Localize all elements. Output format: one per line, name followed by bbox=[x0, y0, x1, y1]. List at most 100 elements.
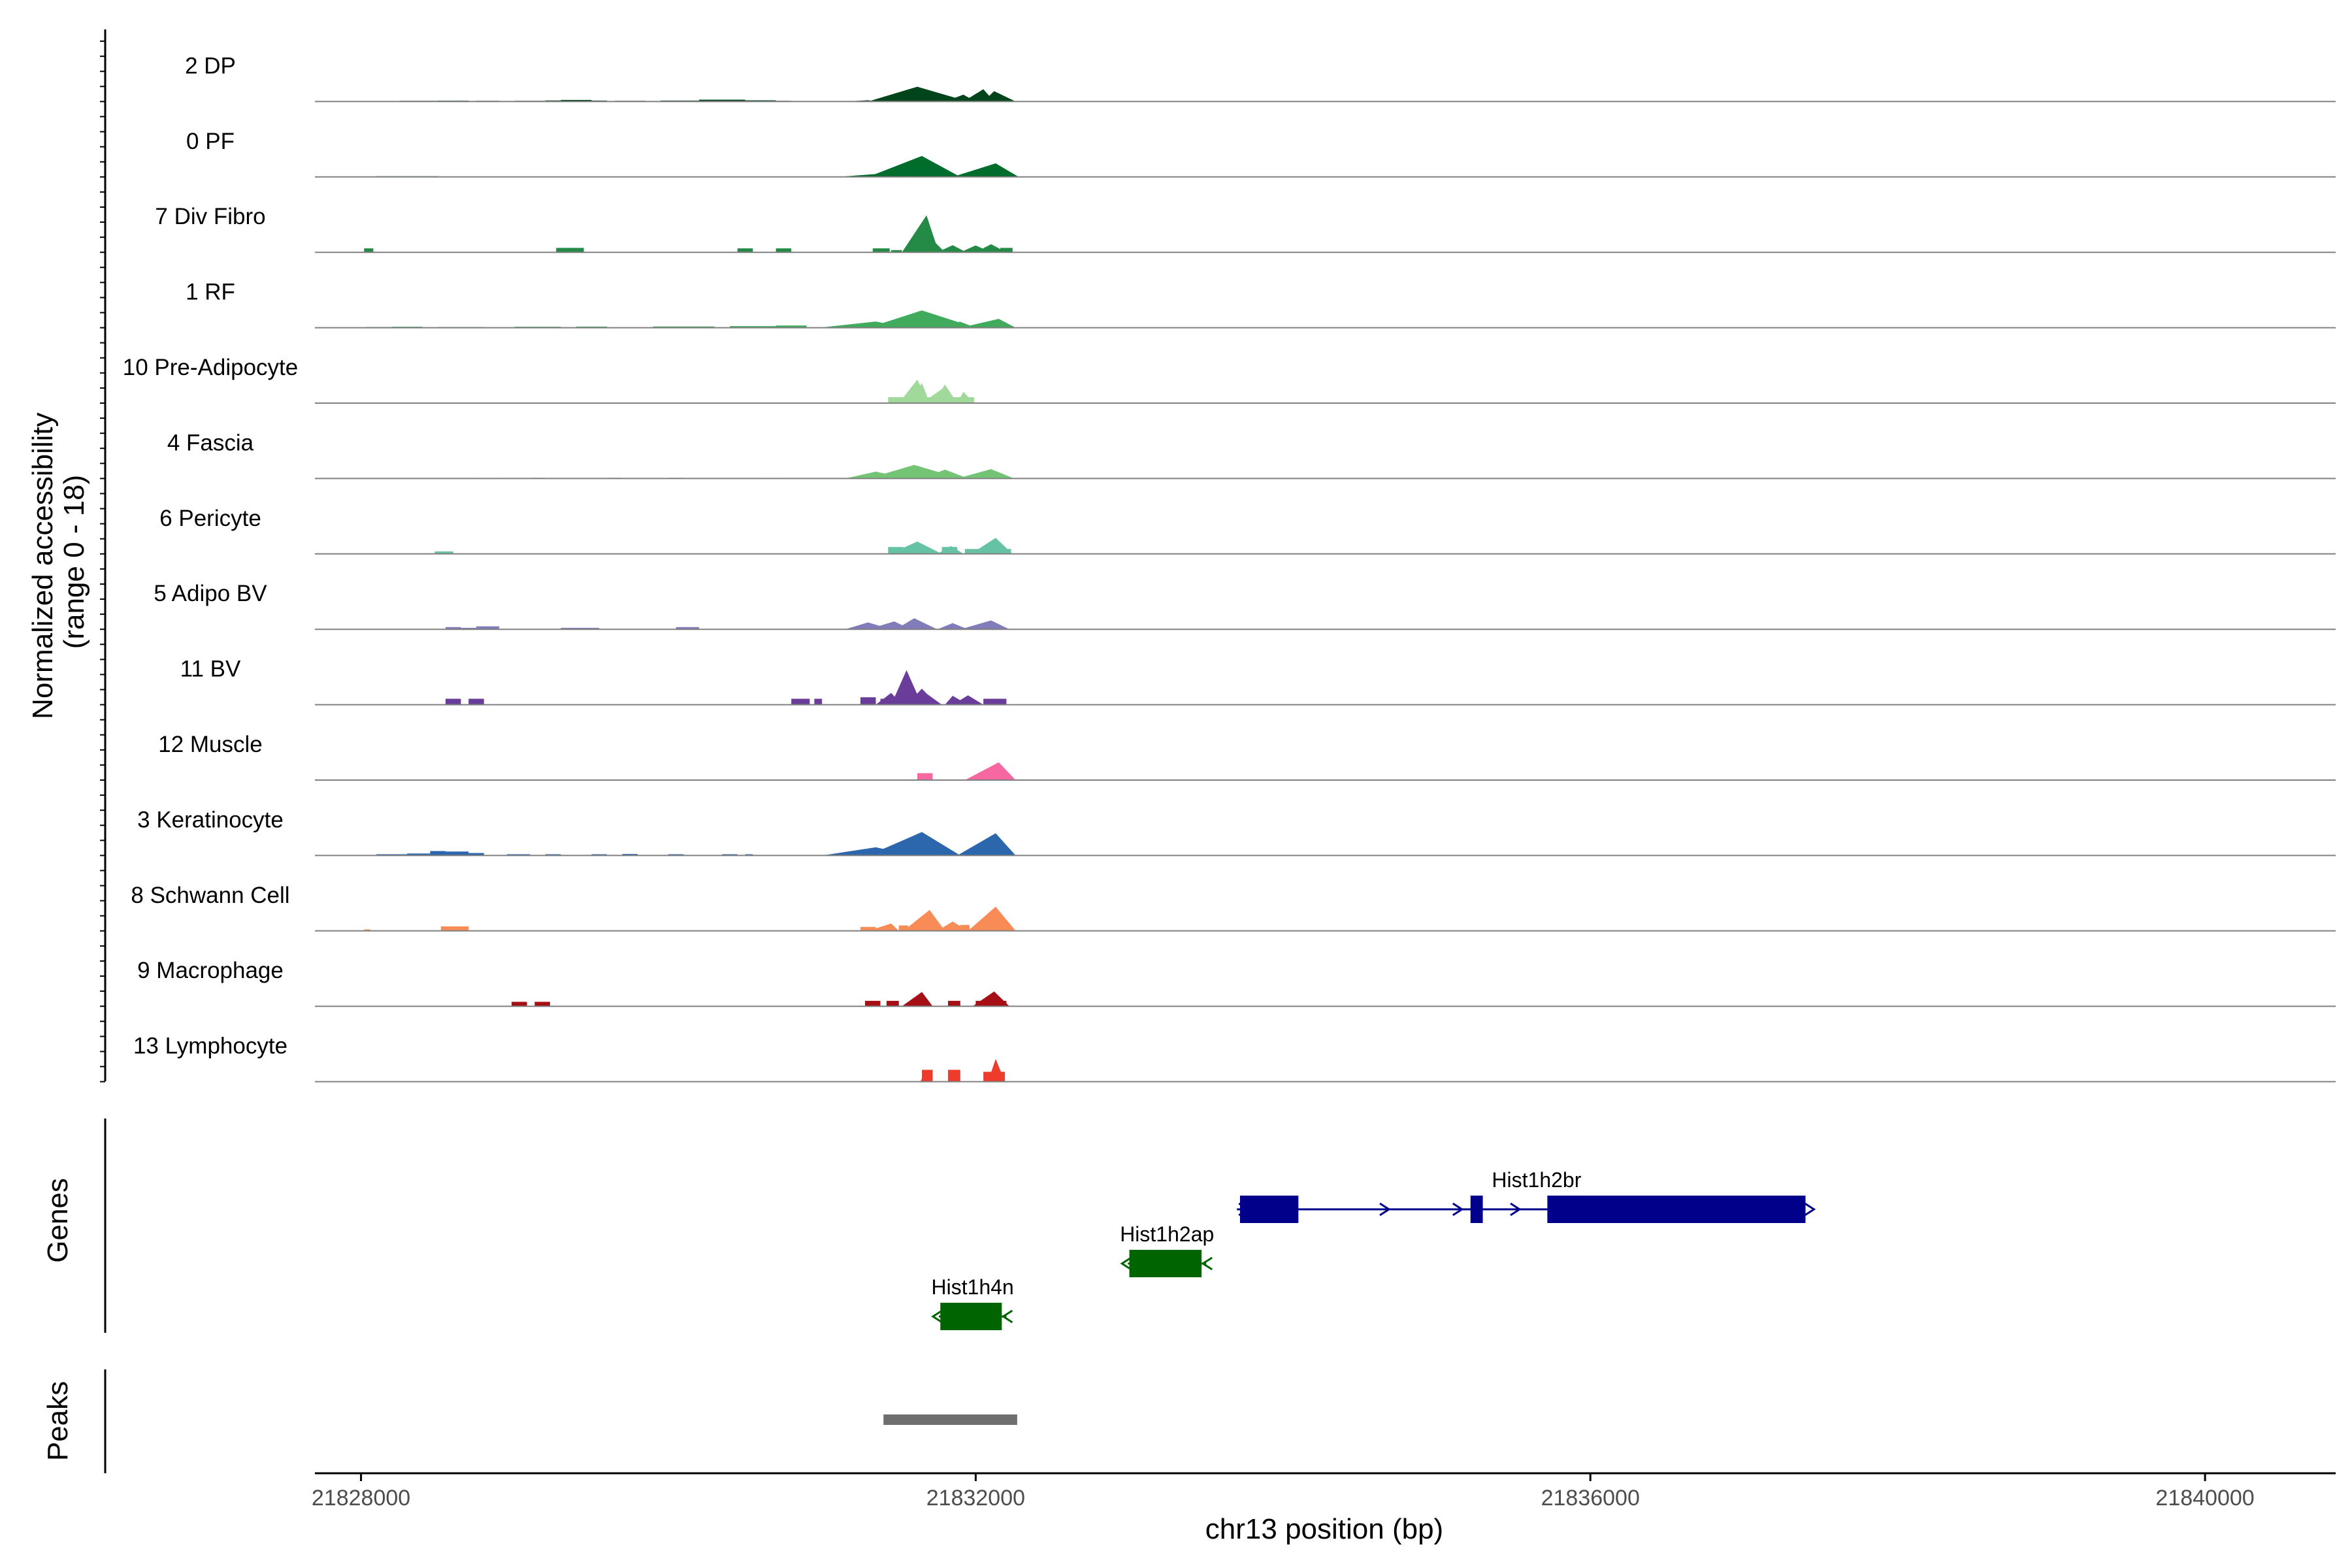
coverage-peak bbox=[953, 163, 1019, 177]
coverage-peak bbox=[937, 245, 967, 253]
coverage-peak bbox=[960, 620, 1010, 630]
coverage-peak bbox=[983, 91, 1016, 102]
track-7: 6 Pericyte bbox=[159, 506, 2336, 555]
coverage-block bbox=[440, 926, 469, 931]
track-label: 3 Keratinocyte bbox=[137, 807, 284, 832]
track-label: 11 BV bbox=[180, 657, 241, 682]
peaks-panel-label: Peaks bbox=[42, 1381, 74, 1461]
coverage-peak bbox=[968, 906, 1016, 931]
coverage-block bbox=[948, 1000, 960, 1007]
coverage-peak bbox=[953, 695, 984, 705]
gene-exon bbox=[1129, 1250, 1202, 1277]
coverage-block bbox=[776, 248, 792, 253]
y-axis-title: Normalized accessibility (range 0 - 18) bbox=[27, 404, 90, 719]
coverage-block bbox=[407, 853, 431, 856]
strand-arrow-icon bbox=[1201, 1256, 1213, 1271]
track-label: 8 Schwann Cell bbox=[131, 883, 289, 908]
gene-Hist1h2br: Hist1h2br bbox=[1237, 1168, 1816, 1223]
coverage-block bbox=[534, 1002, 550, 1007]
coverage-block bbox=[865, 1000, 881, 1007]
peak-region bbox=[883, 1414, 1017, 1425]
coverage-peak bbox=[937, 623, 968, 630]
coverage-block bbox=[888, 547, 904, 554]
track-6: 4 Fascia bbox=[167, 430, 2336, 480]
coverage-peak bbox=[868, 832, 960, 856]
coverage-peak bbox=[937, 546, 964, 554]
track-label: 6 Pericyte bbox=[159, 506, 261, 531]
peaks-panel bbox=[883, 1414, 1017, 1425]
coverage-block bbox=[445, 627, 461, 630]
coverage-peak bbox=[929, 321, 976, 328]
track-label: 5 Adipo BV bbox=[154, 581, 267, 606]
track-label: 0 PF bbox=[186, 129, 235, 154]
coverage-block bbox=[699, 99, 745, 102]
strand-arrow-icon bbox=[1238, 1202, 1250, 1217]
strand-arrow-icon bbox=[931, 1309, 943, 1324]
coverage-peak bbox=[868, 155, 960, 177]
coverage-block bbox=[445, 698, 461, 705]
coverage-peak bbox=[963, 89, 994, 102]
coverage-block bbox=[468, 698, 484, 705]
track-8: 5 Adipo BV bbox=[154, 581, 2336, 630]
coverage-block bbox=[886, 1000, 899, 1007]
coverage-peak bbox=[896, 618, 938, 630]
gene-exon bbox=[940, 1303, 1002, 1330]
track-11: 3 Keratinocyte bbox=[137, 807, 2336, 857]
gene-label: Hist1h2br bbox=[1492, 1168, 1581, 1192]
coverage-block bbox=[676, 627, 700, 630]
coverage-tracks: 2 DP 0 PF 7 Div Fibro 1 RF 10 Pre-Adipocyte 4… bbox=[123, 53, 2336, 1083]
coverage-peak bbox=[898, 90, 945, 102]
coverage-peak bbox=[883, 169, 915, 177]
coverage-block bbox=[512, 1002, 527, 1007]
track-3: 7 Div Fibro bbox=[155, 204, 2336, 253]
coverage-peak bbox=[922, 469, 968, 479]
coverage-block bbox=[814, 698, 823, 705]
strand-arrow-icon bbox=[1452, 1202, 1464, 1217]
coverage-peak bbox=[964, 762, 1016, 780]
x-tick-label: 21832000 bbox=[926, 1486, 1025, 1511]
coverage-peak bbox=[972, 991, 1010, 1007]
coverage-peak bbox=[932, 384, 958, 403]
gene-Hist1h2ap: Hist1h2ap bbox=[1120, 1222, 1214, 1277]
coverage-block bbox=[860, 697, 876, 705]
coverage-block bbox=[430, 851, 446, 856]
coverage-peak bbox=[868, 310, 976, 328]
coverage-peak bbox=[889, 541, 942, 554]
strand-arrow-icon bbox=[1510, 1202, 1522, 1217]
track-12: 8 Schwann Cell bbox=[131, 883, 2336, 932]
track-label: 7 Div Fibro bbox=[155, 204, 265, 229]
coverage-peak bbox=[957, 833, 1016, 856]
coverage-peak bbox=[902, 992, 933, 1007]
track-label: 13 Lymphocyte bbox=[133, 1034, 287, 1059]
coverage-peak bbox=[868, 86, 968, 102]
coverage-block bbox=[737, 248, 753, 253]
track-label: 2 DP bbox=[185, 53, 236, 78]
coverage-peak bbox=[907, 240, 945, 253]
track-5: 10 Pre-Adipocyte bbox=[123, 355, 2336, 404]
coverage-peak bbox=[891, 670, 923, 705]
track-label: 10 Pre-Adipocyte bbox=[123, 355, 298, 380]
track-label: 4 Fascia bbox=[167, 430, 254, 455]
coverage-block bbox=[445, 851, 469, 856]
coverage-peak bbox=[911, 383, 930, 403]
x-axis-title: chr13 position (bp) bbox=[1205, 1513, 1443, 1545]
track-label: 1 RF bbox=[186, 280, 235, 305]
coverage-peak bbox=[868, 923, 899, 931]
coverage-peak bbox=[957, 469, 1015, 479]
gene-Hist1h4n: Hist1h4n bbox=[931, 1275, 1014, 1330]
strand-arrow-icon bbox=[1120, 1256, 1132, 1271]
track-1: 2 DP bbox=[185, 53, 2336, 103]
coverage-block bbox=[917, 773, 933, 780]
coverage-peak bbox=[920, 1072, 933, 1082]
coverage-peak bbox=[975, 244, 1007, 253]
track-14: 13 Lymphocyte bbox=[133, 1034, 2336, 1083]
track-4: 1 RF bbox=[186, 280, 2336, 329]
coverage-block bbox=[891, 250, 902, 253]
track-2: 0 PF bbox=[186, 129, 2336, 178]
coverage-block bbox=[791, 698, 810, 705]
genes-panel: Hist1h2br Hist1h2ap Hist1h4n bbox=[931, 1168, 1816, 1330]
coverage-block bbox=[730, 326, 776, 328]
coverage-block bbox=[898, 925, 908, 931]
strand-arrow-icon bbox=[1001, 1309, 1013, 1324]
